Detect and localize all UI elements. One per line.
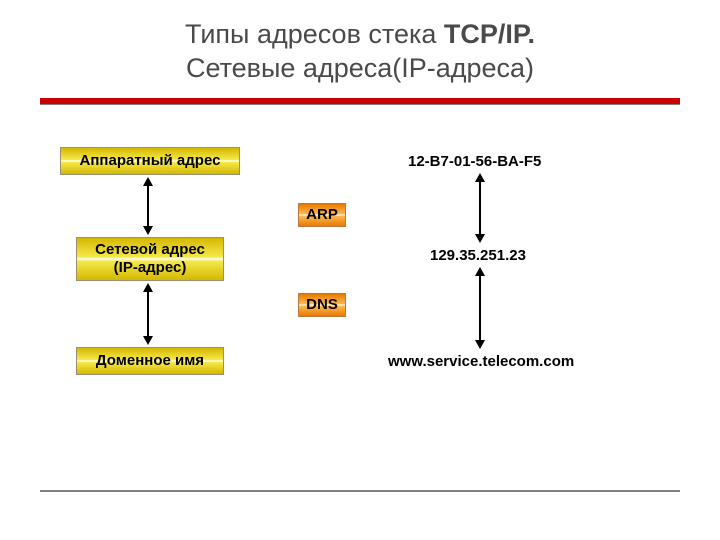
arrow-line — [147, 291, 149, 337]
arrow-icon — [143, 336, 153, 345]
mac-address-text: 12-B7-01-56-BA-F5 — [408, 153, 541, 170]
arrow-icon — [475, 234, 485, 243]
arrow-line — [479, 275, 481, 341]
arp-label: ARP — [306, 206, 338, 224]
network-address-box: Сетевой адрес (IP-адрес) — [76, 237, 224, 281]
hardware-address-box: Аппаратный адрес — [60, 147, 240, 175]
footer-divider — [40, 490, 680, 492]
title-part1: Типы адресов стека — [185, 19, 444, 49]
arp-box: ARP — [298, 203, 346, 227]
domain-name-box: Доменное имя — [76, 347, 224, 375]
slide-title: Типы адресов стека TCP/IP. Сетевые адрес… — [0, 0, 720, 94]
ip-address-text: 129.35.251.23 — [430, 247, 526, 264]
dns-box: DNS — [298, 293, 346, 317]
arrow-line — [479, 181, 481, 235]
arrow-icon — [475, 340, 485, 349]
network-address-label: Сетевой адрес (IP-адрес) — [95, 241, 205, 277]
arrow-icon — [143, 226, 153, 235]
domain-name-label: Доменное имя — [96, 352, 204, 370]
thin-divider — [40, 104, 680, 105]
diagram-area: Аппаратный адрес Сетевой адрес (IP-адрес… — [0, 125, 720, 505]
hardware-address-label: Аппаратный адрес — [80, 152, 221, 170]
title-part2: Сетевые адреса(IP-адреса) — [186, 53, 534, 83]
domain-url-text: www.service.telecom.com — [388, 353, 574, 370]
dns-label: DNS — [306, 296, 338, 314]
arrow-line — [147, 185, 149, 227]
title-bold: TCP/IP. — [444, 19, 535, 49]
